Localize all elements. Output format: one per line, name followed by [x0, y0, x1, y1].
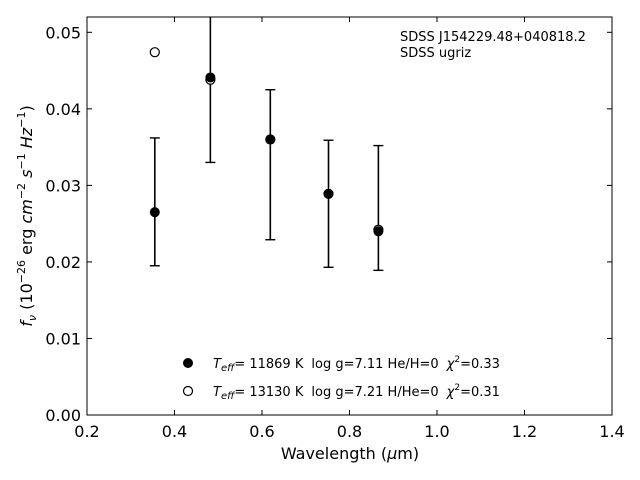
- legend-1-teff: = 11869 K: [234, 357, 304, 372]
- y-tick-label: 0.03: [45, 176, 81, 195]
- object-name-label: SDSS J154229.48+040818.2: [400, 30, 586, 45]
- legend-2-chi: =0.31: [460, 385, 500, 400]
- y-tick-label: 0.05: [45, 23, 81, 42]
- filter-set-label: SDSS ugriz: [400, 46, 471, 61]
- legend-marker-filled: [183, 358, 193, 368]
- legend-2-params: log g=7.21 H/He=0: [311, 385, 438, 400]
- model-point-open: [149, 47, 160, 58]
- x-tick-label: 0.6: [249, 422, 274, 441]
- y-axis-title: fν (10−26 erg cm−2 s−1 Hz−1): [15, 105, 39, 326]
- x-tick-label: 0.2: [74, 422, 99, 441]
- data-points: [149, 47, 384, 237]
- model-point-filled: [149, 207, 160, 218]
- y-tick-label: 0.02: [45, 253, 81, 272]
- plot-frame: [86, 16, 613, 416]
- legend-marker-open: [182, 385, 194, 397]
- y-tick-label: 0.04: [45, 100, 81, 119]
- y-tick-label: 0.01: [45, 329, 81, 348]
- x-tick-label: 0.4: [162, 422, 187, 441]
- model-point-filled: [265, 134, 276, 145]
- axis-ticks: 0.2 0.4 0.6 0.8 1.0 1.2 1.4 0.00 0.01 0.02 0.03 0.0…: [45, 17, 625, 441]
- legend-2-teff: = 13130 K: [234, 385, 304, 400]
- model-point-filled: [373, 226, 384, 237]
- x-tick-label: 1.2: [512, 422, 537, 441]
- error-bars: [149, 17, 384, 272]
- x-axis-title: Wavelength (μm): [281, 444, 419, 463]
- x-tick-label: 0.8: [337, 422, 362, 441]
- x-tick-label: 1.4: [599, 422, 624, 441]
- model-point-filled: [323, 188, 334, 199]
- y-tick-label: 0.00: [45, 406, 81, 425]
- x-tick-label: 1.0: [424, 422, 449, 441]
- legend-1-chi: =0.33: [460, 357, 500, 372]
- model-point-filled: [205, 72, 216, 83]
- legend-1-params: log g=7.11 He/H=0: [311, 357, 438, 372]
